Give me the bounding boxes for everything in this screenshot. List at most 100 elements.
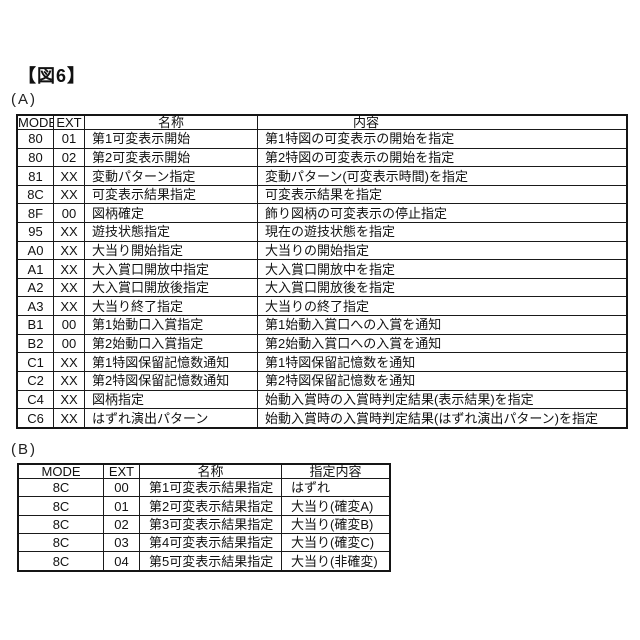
table-cell: C1 xyxy=(16,352,54,372)
table-row: 80 01 第1可変表示開始 第1特図の可変表示の開始を指定 xyxy=(16,129,628,149)
table-cell: 第1始動入賞口への入賞を通知 xyxy=(257,315,628,335)
table-cell: C6 xyxy=(16,408,54,429)
table-cell: 大当り(確変A) xyxy=(281,496,391,516)
table-cell: A0 xyxy=(16,240,54,261)
table-cell: 第2特図保留記憶数通知 xyxy=(84,370,258,391)
table-row: C4 XX 図柄指定 始動入賞時の入賞時判定結果(表示結果)を指定 xyxy=(16,389,628,410)
table-row: B1 00 第1始動口入賞指定 第1始動入賞口への入賞を通知 xyxy=(16,315,628,335)
table-cell: 大当り(非確変) xyxy=(281,551,391,572)
table-row: A1 XX 大入賞口開放中指定 大入賞口開放中を指定 xyxy=(16,259,628,279)
table-row: C6 XX はずれ演出パターン 始動入賞時の入賞時判定結果(はずれ演出パターン)を指定 xyxy=(16,408,628,429)
column-header: EXT xyxy=(103,463,140,479)
table-cell: 02 xyxy=(103,514,140,535)
table-cell: 03 xyxy=(103,533,140,553)
table-cell: XX xyxy=(53,370,85,391)
table-cell: 8C xyxy=(16,184,54,205)
table-cell: 第2可変表示結果指定 xyxy=(139,496,282,516)
table-cell: XX xyxy=(53,352,85,372)
table-cell: A3 xyxy=(16,296,54,317)
table-row: 81 XX 変動パターン指定 変動パターン(可変表示時間)を指定 xyxy=(16,166,628,186)
table-row: 80 02 第2可変表示開始 第2特図の可変表示の開始を指定 xyxy=(16,147,628,168)
table-row: C1 XX 第1特図保留記憶数通知 第1特図保留記憶数を通知 xyxy=(16,352,628,372)
table-cell: 80 xyxy=(16,147,54,168)
table-row: C2 XX 第2特図保留記憶数通知 第2特図保留記憶数を通知 xyxy=(16,370,628,391)
table-cell: 04 xyxy=(103,551,140,572)
table-row: A0 XX 大当り開始指定 大当りの開始指定 xyxy=(16,240,628,261)
table-cell: 02 xyxy=(53,147,85,168)
table-row: A3 XX 大当り終了指定 大当りの終了指定 xyxy=(16,296,628,317)
table-cell: 00 xyxy=(53,315,85,335)
table-cell: B2 xyxy=(16,333,54,354)
column-header: EXT xyxy=(53,114,85,130)
column-header: 内容 xyxy=(257,114,628,130)
table-cell: C4 xyxy=(16,389,54,410)
table-cell: XX xyxy=(53,408,85,429)
table-cell: 第1可変表示開始 xyxy=(84,129,258,149)
column-header: 名称 xyxy=(139,463,282,479)
table-cell: 第2始動口入賞指定 xyxy=(84,333,258,354)
table-cell: 飾り図柄の可変表示の停止指定 xyxy=(257,203,628,224)
table-cell: はずれ xyxy=(281,477,391,498)
table-cell: 変動パターン指定 xyxy=(84,166,258,186)
table-cell: 第1可変表示結果指定 xyxy=(139,477,282,498)
table-cell: 01 xyxy=(53,129,85,149)
table-row: 8C 02 第3可変表示結果指定 大当り(確変B) xyxy=(17,514,391,535)
column-header: MODE xyxy=(16,114,54,130)
column-header: MODE xyxy=(17,463,104,479)
table-row: 8C 04 第5可変表示結果指定 大当り(非確変) xyxy=(17,551,391,572)
section-b-label: (B) xyxy=(11,441,37,458)
table-cell: 始動入賞時の入賞時判定結果(はずれ演出パターン)を指定 xyxy=(257,408,628,429)
table-cell: 始動入賞時の入賞時判定結果(表示結果)を指定 xyxy=(257,389,628,410)
table-cell: 大入賞口開放中指定 xyxy=(84,259,258,279)
table-cell: 第5可変表示結果指定 xyxy=(139,551,282,572)
command-table-b: MODE EXT 名称 指定内容 8C 00 第1可変表示結果指定 はずれ 8C 01 第2可変表示… xyxy=(17,463,391,572)
table-cell: 大入賞口開放中を指定 xyxy=(257,259,628,279)
table-cell: XX xyxy=(53,240,85,261)
table-cell: 8C xyxy=(17,477,104,498)
table-cell: 大入賞口開放後指定 xyxy=(84,277,258,298)
column-header: 名称 xyxy=(84,114,258,130)
table-cell: 第2特図保留記憶数を通知 xyxy=(257,370,628,391)
table-row: 8C XX 可変表示結果指定 可変表示結果を指定 xyxy=(16,184,628,205)
table-cell: 第1特図保留記憶数通知 xyxy=(84,352,258,372)
table-cell: 第3可変表示結果指定 xyxy=(139,514,282,535)
table-cell: B1 xyxy=(16,315,54,335)
table-cell: C2 xyxy=(16,370,54,391)
section-a-label: (A) xyxy=(11,91,37,108)
table-cell: 大当り終了指定 xyxy=(84,296,258,317)
table-cell: 図柄確定 xyxy=(84,203,258,224)
table-cell: XX xyxy=(53,277,85,298)
table-cell: 8C xyxy=(17,551,104,572)
table-row: 8C 01 第2可変表示結果指定 大当り(確変A) xyxy=(17,496,391,516)
table-cell: 大当りの開始指定 xyxy=(257,240,628,261)
table-cell: 8C xyxy=(17,533,104,553)
table-cell: XX xyxy=(53,166,85,186)
table-cell: 可変表示結果を指定 xyxy=(257,184,628,205)
table-cell: XX xyxy=(53,259,85,279)
table-cell: 第2可変表示開始 xyxy=(84,147,258,168)
table-cell: XX xyxy=(53,222,85,242)
table-cell: 図柄指定 xyxy=(84,389,258,410)
table-cell: 遊技状態指定 xyxy=(84,222,258,242)
table-cell: XX xyxy=(53,296,85,317)
table-cell: 大当り(確変C) xyxy=(281,533,391,553)
table-cell: 大当り(確変B) xyxy=(281,514,391,535)
table-cell: 変動パターン(可変表示時間)を指定 xyxy=(257,166,628,186)
table-row: 8C 00 第1可変表示結果指定 はずれ xyxy=(17,477,391,498)
table-cell: 8C xyxy=(17,514,104,535)
table-cell: XX xyxy=(53,184,85,205)
table-row: 8F 00 図柄確定 飾り図柄の可変表示の停止指定 xyxy=(16,203,628,224)
table-cell: 81 xyxy=(16,166,54,186)
table-cell: XX xyxy=(53,389,85,410)
table-cell: 大当り開始指定 xyxy=(84,240,258,261)
column-header: 指定内容 xyxy=(281,463,391,479)
table-row: 95 XX 遊技状態指定 現在の遊技状態を指定 xyxy=(16,222,628,242)
table-cell: 00 xyxy=(53,333,85,354)
command-table-a: MODE EXT 名称 内容 80 01 第1可変表示開始 第1特図の可変表示の開始を指定 80… xyxy=(16,114,628,429)
table-cell: はずれ演出パターン xyxy=(84,408,258,429)
table-cell: 第1始動口入賞指定 xyxy=(84,315,258,335)
table-cell: 可変表示結果指定 xyxy=(84,184,258,205)
table-cell: A2 xyxy=(16,277,54,298)
table-cell: 現在の遊技状態を指定 xyxy=(257,222,628,242)
